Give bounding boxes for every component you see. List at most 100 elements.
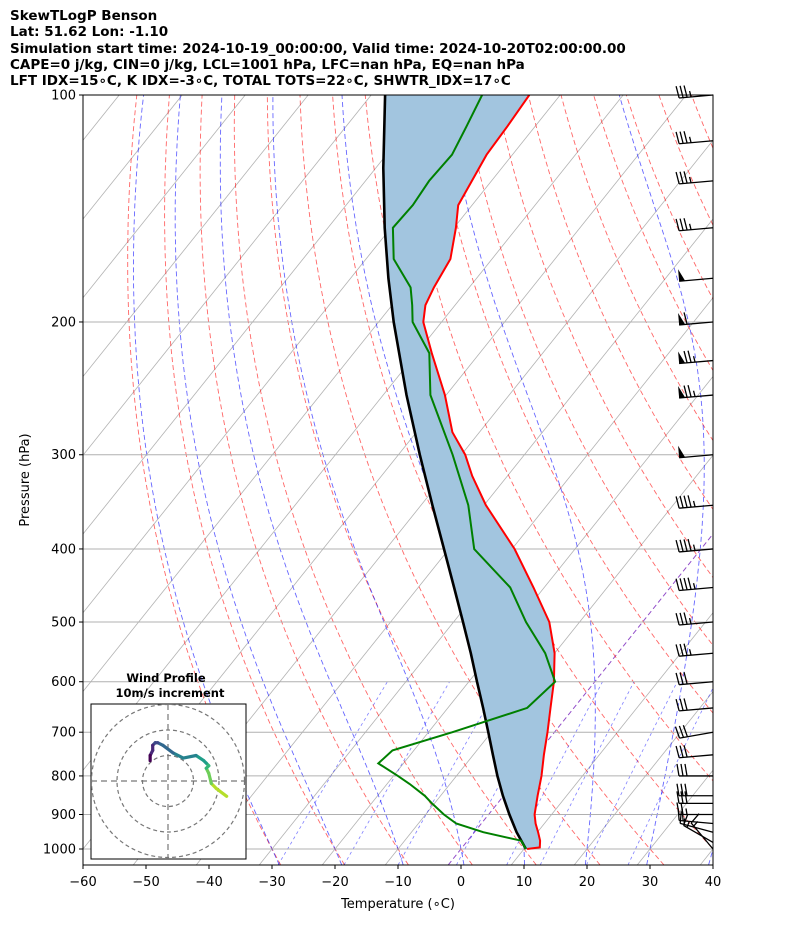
dry-adiabat (332, 95, 665, 865)
x-tick-label: −20 (321, 875, 348, 890)
wind-barb-staff (679, 140, 714, 145)
wind-barb-staff (683, 824, 714, 843)
wind-barb (678, 445, 714, 459)
wind-barb-half (688, 176, 692, 183)
wind-barb-full (679, 171, 684, 184)
wind-barb-full (680, 783, 684, 796)
wind-barb-full (679, 85, 684, 98)
isotherm (573, 690, 713, 865)
wind-barb-full (683, 539, 688, 552)
wind-barb (678, 312, 714, 326)
wind-barb-staff (679, 586, 714, 592)
moist-adiabat (174, 95, 343, 865)
wind-barb (678, 269, 714, 282)
wind-barb-full (683, 171, 688, 184)
y-tick-label: 300 (51, 448, 76, 463)
wind-barb (675, 698, 714, 712)
wind-barb-full (687, 495, 692, 508)
wind-barb-half (692, 390, 696, 397)
isotherm (83, 95, 561, 693)
isotherm (83, 95, 372, 456)
wind-barb (675, 495, 714, 509)
moist-adiabat (133, 95, 280, 865)
title-indices: LFT IDX=15∘C, K IDX=-3∘C, TOTAL TOTS=22∘… (10, 73, 511, 90)
wind-barb-staff (679, 754, 714, 759)
hodograph-trace (161, 743, 175, 755)
y-tick-label: 200 (51, 315, 76, 330)
moist-adiabat (708, 847, 713, 865)
wind-barb-full (683, 385, 688, 398)
wind-barb-half (688, 136, 692, 143)
y-tick-label: 600 (51, 675, 76, 690)
isotherm (83, 95, 309, 378)
wind-barb-full (679, 131, 684, 144)
x-axis-label: Temperature (∘C) (340, 897, 455, 912)
wind-barb (678, 385, 714, 399)
mixing-ratio-line (586, 681, 678, 865)
wind-barb-full (676, 763, 680, 777)
x-tick-label: −30 (258, 875, 285, 890)
wind-barb-half (692, 500, 696, 507)
wind-barb-full (675, 698, 680, 712)
wind-barb-half (692, 583, 696, 590)
wind-barb-full (683, 745, 688, 758)
y-tick-label: 100 (51, 89, 76, 104)
dry-adiabat (233, 95, 473, 865)
wind-barb-full (675, 171, 680, 185)
title-station: SkewTLogP Benson (10, 8, 158, 24)
wind-barb-full (679, 643, 684, 657)
wind-barb-flag (678, 445, 686, 458)
wind-barb-staff (679, 180, 714, 185)
wind-barb (675, 643, 714, 657)
wind-barb-full (679, 612, 684, 625)
wind-barb (674, 725, 714, 739)
hodograph-trace (171, 751, 185, 760)
wind-barb-full (679, 539, 684, 552)
x-tick-label: 40 (705, 875, 722, 890)
y-tick-label: 800 (51, 769, 76, 784)
x-tick-label: −60 (69, 875, 96, 890)
wind-barb-full (687, 538, 692, 552)
isotherm (321, 375, 713, 865)
wind-barb-full (676, 791, 680, 804)
wind-barb-staff (679, 819, 714, 825)
wind-barb-half (688, 617, 692, 625)
wind-barb-full (679, 672, 684, 685)
wind-barb-staff (679, 707, 714, 712)
x-tick-label: 20 (579, 875, 596, 890)
wind-barb-half (686, 821, 690, 828)
hodograph-title: Wind Profile (126, 671, 206, 685)
wind-barb-full (675, 613, 680, 626)
profile-lines (376, 95, 557, 850)
wind-barb (678, 350, 714, 365)
isotherm (699, 848, 713, 865)
wind-barb-full (682, 725, 689, 737)
y-axis-label: Pressure (hPa) (18, 433, 33, 526)
x-tick-label: 0 (457, 875, 465, 890)
wind-barb-full (683, 672, 688, 685)
wind-barb-full (684, 791, 688, 804)
wind-barb-half (688, 223, 692, 230)
x-tick-label: −10 (384, 875, 411, 890)
wind-barb (675, 745, 714, 759)
wind-barb-full (679, 698, 684, 711)
zero-isotherm (447, 533, 713, 865)
wind-barb (675, 538, 714, 553)
wind-barb-full (680, 791, 684, 804)
wind-barb-full (678, 725, 685, 738)
dry-adiabat (127, 95, 282, 865)
wind-barb-flag (678, 312, 686, 325)
dry-adiabat (658, 95, 713, 227)
wind-barb-full (675, 86, 680, 99)
wind-barb-full (675, 644, 680, 657)
dry-adiabat (625, 95, 713, 300)
wind-barb (675, 171, 714, 185)
wind-barb (675, 672, 714, 686)
wind-barb (676, 783, 713, 797)
wind-barb (675, 85, 714, 99)
isotherm (636, 769, 713, 865)
chart-title: SkewTLogP Benson Lat: 51.62 Lon: -1.10 S… (10, 8, 626, 89)
wind-barb-staff (679, 681, 714, 686)
wind-barb-full (675, 578, 680, 591)
